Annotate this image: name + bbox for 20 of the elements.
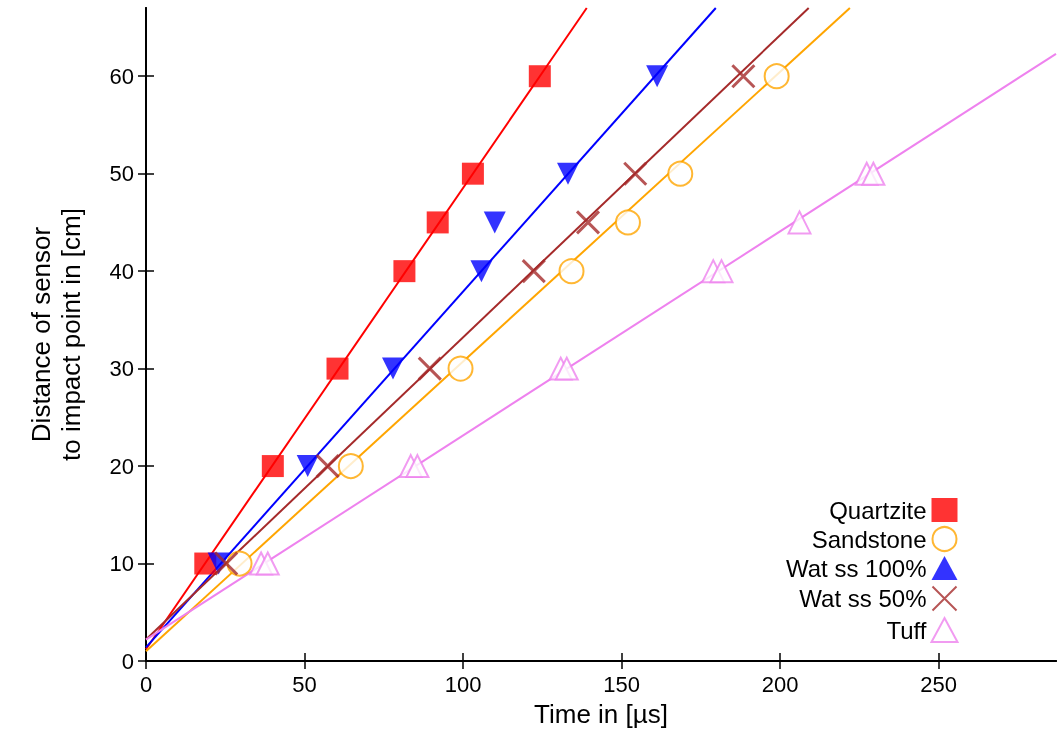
x-tick-label: 200 [761,671,799,697]
y-tick-label: 40 [109,258,134,284]
legend-label: Wat ss 100% [786,554,927,582]
y-tick-label: 30 [109,356,134,382]
x-tick-label: 50 [292,671,317,697]
legend-label: Wat ss 50% [799,585,927,612]
y-tick-label: 20 [109,453,134,479]
y-tick-label: 0 [121,648,134,674]
x-axis-title: Time in [µs] [534,699,668,729]
x-tick-label: 150 [603,671,640,697]
legend-label: Quartzite [829,496,927,524]
legend-label: Sandstone [811,525,927,553]
x-tick-label: 250 [920,671,958,697]
x-tick-label: 100 [444,671,482,697]
legend-label: Tuff [886,616,927,644]
y-tick-label: 50 [109,161,134,187]
y-axis-title: Distance of sensor to impact point in [cm] [26,208,86,461]
y-tick-label: 60 [109,63,134,89]
y-tick-label: 10 [109,551,134,577]
x-tick-label: 0 [139,671,153,697]
